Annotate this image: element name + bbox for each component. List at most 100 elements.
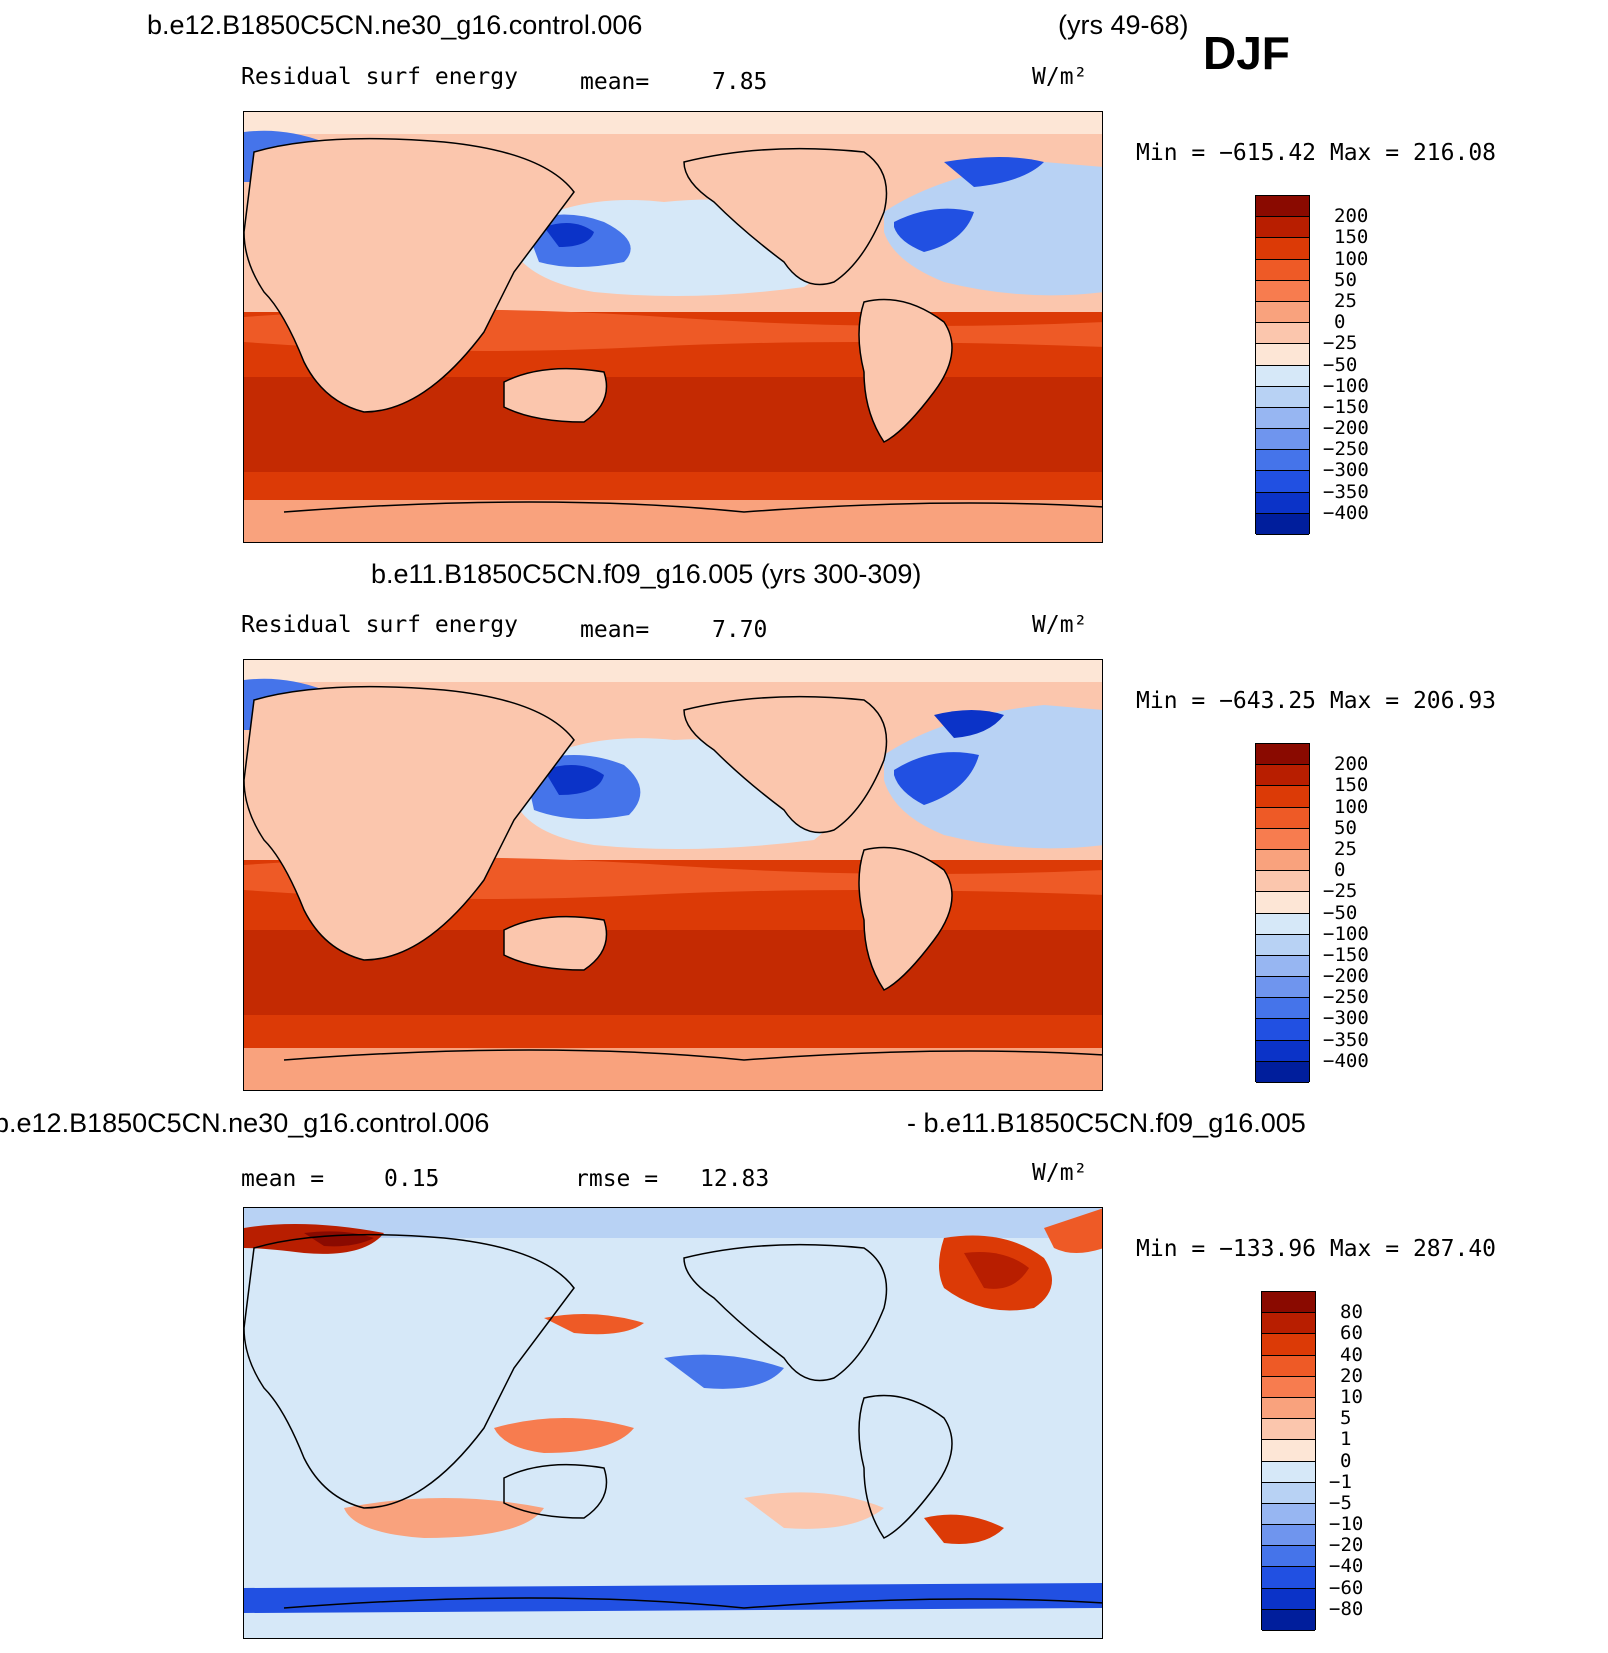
colorbar-label: 150 [1334, 774, 1369, 797]
colorbar-label: 20 [1340, 1364, 1363, 1387]
colorbar-segment [1262, 1313, 1315, 1335]
colorbar-label: −300 [1323, 459, 1369, 482]
colorbar-label: −200 [1323, 417, 1369, 440]
colorbar-label: 100 [1334, 247, 1369, 270]
colorbar-segment [1256, 913, 1309, 935]
colorbar-segment [1262, 1482, 1315, 1504]
panel3-map-svg [244, 1208, 1102, 1638]
colorbar-segment [1256, 323, 1309, 345]
colorbar-label: 50 [1334, 268, 1357, 291]
colorbar-label: −300 [1323, 1007, 1369, 1030]
colorbar-segment [1262, 1376, 1315, 1398]
colorbar-label: −100 [1323, 374, 1369, 397]
colorbar-segment [1256, 744, 1309, 766]
colorbar-segment [1256, 513, 1309, 535]
colorbar-segment [1256, 1040, 1309, 1062]
colorbar-segment [1262, 1292, 1315, 1314]
colorbar-segment [1262, 1546, 1315, 1568]
panel3-rmse-label: rmse = [575, 1166, 659, 1192]
panel1-map [243, 111, 1103, 543]
colorbar-segment [1262, 1503, 1315, 1526]
panel3-min-max: Min = −133.96 Max = 287.40 [1136, 1236, 1497, 1262]
panel3-case-label-left: b.e12.B1850C5CN.ne30_g16.control.006 [0, 1108, 490, 1138]
colorbar-segment [1256, 259, 1309, 281]
colorbar-segment [1256, 828, 1309, 850]
colorbar-segment [1256, 871, 1309, 893]
panel3-colorbar-box [1261, 1291, 1316, 1631]
colorbar-label: 200 [1334, 205, 1369, 228]
colorbar-segment [1256, 238, 1309, 260]
panel1-min-max: Min = −615.42 Max = 216.08 [1136, 140, 1497, 166]
colorbar-label: −250 [1323, 986, 1369, 1009]
colorbar-label: −350 [1323, 1028, 1369, 1051]
panel3-mean-value: 0.15 [384, 1166, 440, 1192]
colorbar-label: −1 [1329, 1470, 1352, 1493]
colorbar-segment [1256, 765, 1309, 787]
colorbar-segment [1256, 471, 1309, 493]
colorbar-label: −25 [1323, 880, 1358, 903]
colorbar-label: 0 [1334, 859, 1346, 882]
panel2-map-svg [244, 660, 1102, 1090]
colorbar-segment [1256, 1019, 1309, 1041]
panel1-mean-label: mean= [580, 69, 650, 95]
colorbar-segment [1256, 849, 1309, 872]
colorbar-segment [1256, 429, 1309, 451]
colorbar-segment [1256, 892, 1309, 914]
colorbar-label: −25 [1323, 332, 1358, 355]
colorbar-segment [1256, 365, 1309, 387]
colorbar-label: −350 [1323, 480, 1369, 503]
panel1-units: W/m² [1032, 64, 1088, 90]
colorbar-segment [1262, 1355, 1315, 1377]
colorbar-segment [1256, 301, 1309, 324]
colorbar-segment [1256, 1061, 1309, 1083]
colorbar-label: −50 [1323, 901, 1358, 924]
panel1-variable-label: Residual surf energy [241, 64, 518, 90]
colorbar-label: −60 [1329, 1576, 1364, 1599]
colorbar-segment [1256, 386, 1309, 408]
colorbar-segment [1262, 1419, 1315, 1441]
colorbar-label: −150 [1323, 943, 1369, 966]
colorbar-label: 1 [1340, 1428, 1352, 1451]
colorbar-label: 200 [1334, 753, 1369, 776]
colorbar-label: −50 [1323, 353, 1358, 376]
colorbar-label: −10 [1329, 1513, 1364, 1536]
colorbar-label: 80 [1340, 1301, 1363, 1324]
panel2-units: W/m² [1032, 612, 1088, 638]
colorbar-segment [1262, 1440, 1315, 1462]
panel2-map [243, 659, 1103, 1091]
colorbar-segment [1256, 934, 1309, 956]
panel1-mean-value: 7.85 [712, 69, 768, 95]
season-label: DJF [1203, 27, 1290, 79]
colorbar-segment [1262, 1334, 1315, 1356]
panel2-mean-label: mean= [580, 617, 650, 643]
colorbar-label: −20 [1329, 1534, 1364, 1557]
panel2-case-label: b.e11.B1850C5CN.f09_g16.005 (yrs 300-309… [371, 559, 922, 589]
panel3-mean-label: mean = [241, 1166, 325, 1192]
panel2-colorbar-box [1255, 743, 1310, 1083]
colorbar-segment [1256, 217, 1309, 239]
colorbar-label: −80 [1329, 1597, 1364, 1620]
colorbar-label: −400 [1323, 1049, 1369, 1072]
colorbar-segment [1256, 450, 1309, 472]
panel2-min-max: Min = −643.25 Max = 206.93 [1136, 688, 1497, 714]
colorbar-label: 60 [1340, 1322, 1363, 1345]
panel2-mean-value: 7.70 [712, 617, 768, 643]
colorbar-segment [1256, 998, 1309, 1020]
colorbar-label: −5 [1329, 1491, 1352, 1514]
colorbar-label: 25 [1334, 837, 1357, 860]
panel1-case-label: b.e12.B1850C5CN.ne30_g16.control.006 [147, 10, 643, 40]
colorbar-label: −250 [1323, 438, 1369, 461]
panel2-variable-label: Residual surf energy [241, 612, 518, 638]
colorbar-segment [1256, 955, 1309, 978]
colorbar-segment [1256, 344, 1309, 366]
panel3-units: W/m² [1032, 1160, 1088, 1186]
panel3-case-label-right: - b.e11.B1850C5CN.f09_g16.005 [907, 1108, 1306, 1138]
colorbar-label: −40 [1329, 1555, 1364, 1578]
colorbar-label: 40 [1340, 1343, 1363, 1366]
colorbar-label: −200 [1323, 965, 1369, 988]
colorbar-segment [1262, 1525, 1315, 1547]
colorbar-label: −150 [1323, 395, 1369, 418]
colorbar-segment [1256, 196, 1309, 218]
colorbar-label: 50 [1334, 816, 1357, 839]
colorbar-label: 5 [1340, 1407, 1352, 1430]
